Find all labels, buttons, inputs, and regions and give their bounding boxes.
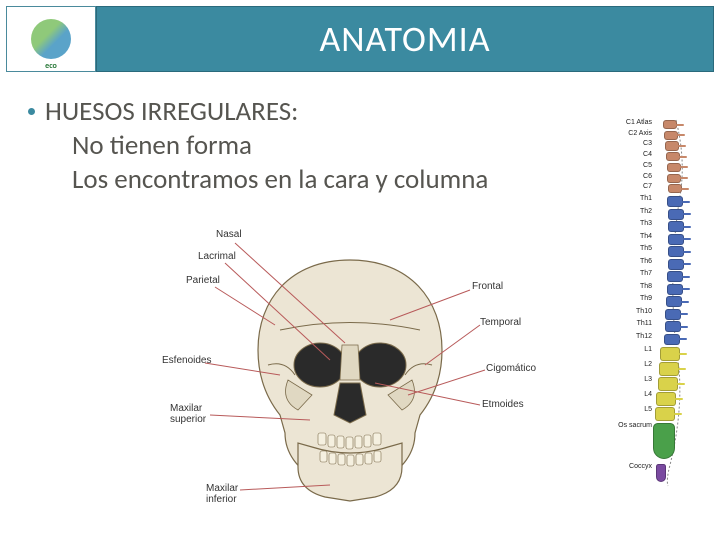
vertebra	[667, 284, 683, 295]
slide-title: ANATOMIA	[319, 17, 490, 61]
logo-icon: eco	[31, 19, 71, 59]
vertebra-process	[680, 326, 688, 328]
spine-label: C3	[608, 140, 652, 147]
vertebra-process	[680, 313, 688, 315]
spine-label: Th3	[608, 220, 652, 227]
label-esfenoides: Esfenoides	[162, 355, 211, 366]
spine-label: C5	[608, 162, 652, 169]
vertebra	[656, 464, 666, 482]
spine-label: Th11	[608, 320, 652, 327]
vertebra-process	[682, 288, 690, 290]
label-etmoides: Etmoides	[482, 399, 524, 410]
vertebra-process	[679, 353, 687, 355]
spine-label: Th1	[608, 195, 652, 202]
bullet-row: HUESOS IRREGULARES:	[28, 95, 692, 129]
vertebra-process	[683, 251, 691, 253]
vertebra-process	[678, 145, 686, 147]
vertebra-process	[677, 383, 685, 385]
vertebra	[667, 196, 683, 207]
vertebra	[666, 296, 682, 307]
vertebra-process	[683, 226, 691, 228]
vertebra	[664, 334, 680, 345]
vertebra-process	[674, 413, 682, 415]
spine-label: Th5	[608, 245, 652, 252]
vertebra	[666, 152, 680, 161]
spine-label: Os sacrum	[608, 422, 652, 429]
vertebra	[664, 131, 678, 140]
vertebra-process	[676, 124, 684, 126]
spine-label: C2 Axis	[608, 130, 652, 137]
spine-label: L3	[608, 376, 652, 383]
label-nasal: Nasal	[216, 229, 242, 240]
spine-label: Th4	[608, 233, 652, 240]
vertebra	[667, 174, 681, 183]
bullet-line1: No tienen forma	[72, 129, 692, 163]
spine-label: Th12	[608, 333, 652, 340]
content-area: HUESOS IRREGULARES: No tienen forma Los …	[28, 95, 692, 196]
vertebra	[665, 321, 681, 332]
vertebra-process	[675, 398, 683, 400]
vertebra-process	[682, 276, 690, 278]
vertebra-process	[681, 301, 689, 303]
vertebra	[655, 407, 675, 421]
bullet-line2: Los encontramos en la cara y columna	[72, 163, 692, 197]
spine-label: Th2	[608, 208, 652, 215]
vertebra-process	[683, 263, 691, 265]
vertebra	[668, 184, 682, 193]
spine-diagram: C1 Atlas C2 Axis C3 C4 C5 C6 C7 Th1 Th2 Th3 Th4 Th5…	[608, 100, 708, 500]
vertebra	[667, 271, 683, 282]
spine-label: Th10	[608, 308, 652, 315]
vertebra-process	[683, 238, 691, 240]
vertebra	[665, 141, 679, 150]
label-temporal: Temporal	[480, 317, 521, 328]
vertebra-process	[683, 213, 691, 215]
logo-box: eco	[6, 6, 96, 72]
vertebra	[668, 234, 684, 245]
logo-text: eco	[45, 61, 57, 71]
label-cigomatico: Cigomático	[486, 363, 536, 374]
vertebra	[658, 377, 678, 391]
vertebra-process	[678, 368, 686, 370]
spine-label: Th8	[608, 283, 652, 290]
spine-label: L5	[608, 406, 652, 413]
label-maxilar-inf: Maxilar inferior	[206, 483, 238, 505]
label-maxilar-sup: Maxilar superior	[170, 403, 206, 425]
label-parietal: Parietal	[186, 275, 220, 286]
vertebra	[667, 163, 681, 172]
vertebra	[660, 347, 680, 361]
spine-label: C7	[608, 183, 652, 190]
bullet-icon	[28, 108, 35, 115]
spine-label: Th6	[608, 258, 652, 265]
vertebra	[668, 246, 684, 257]
spine-label: L2	[608, 361, 652, 368]
bullet-heading: HUESOS IRREGULARES:	[45, 95, 298, 129]
spine-label: C4	[608, 151, 652, 158]
vertebra-process	[679, 156, 687, 158]
vertebra	[668, 259, 684, 270]
vertebra	[668, 221, 684, 232]
title-box: ANATOMIA	[96, 6, 714, 72]
vertebra	[665, 309, 681, 320]
label-frontal: Frontal	[472, 281, 503, 292]
spine-label: C6	[608, 173, 652, 180]
spine-label: C1 Atlas	[608, 119, 652, 126]
vertebra	[656, 392, 676, 406]
vertebra-process	[681, 188, 689, 190]
vertebra	[668, 209, 684, 220]
vertebra-process	[679, 338, 687, 340]
vertebra	[653, 423, 675, 459]
vertebra	[663, 120, 677, 129]
vertebra-process	[680, 177, 688, 179]
skull-diagram: Nasal Lacrimal Parietal Esfenoides Maxil…	[180, 215, 520, 515]
spine-label: L1	[608, 346, 652, 353]
spine-label: Coccyx	[608, 463, 652, 470]
vertebra	[659, 362, 679, 376]
header-bar: eco ANATOMIA	[6, 6, 714, 72]
spine-label: Th9	[608, 295, 652, 302]
spine-label: Th7	[608, 270, 652, 277]
vertebra-process	[682, 201, 690, 203]
spine-label: L4	[608, 391, 652, 398]
label-lacrimal: Lacrimal	[198, 251, 236, 262]
